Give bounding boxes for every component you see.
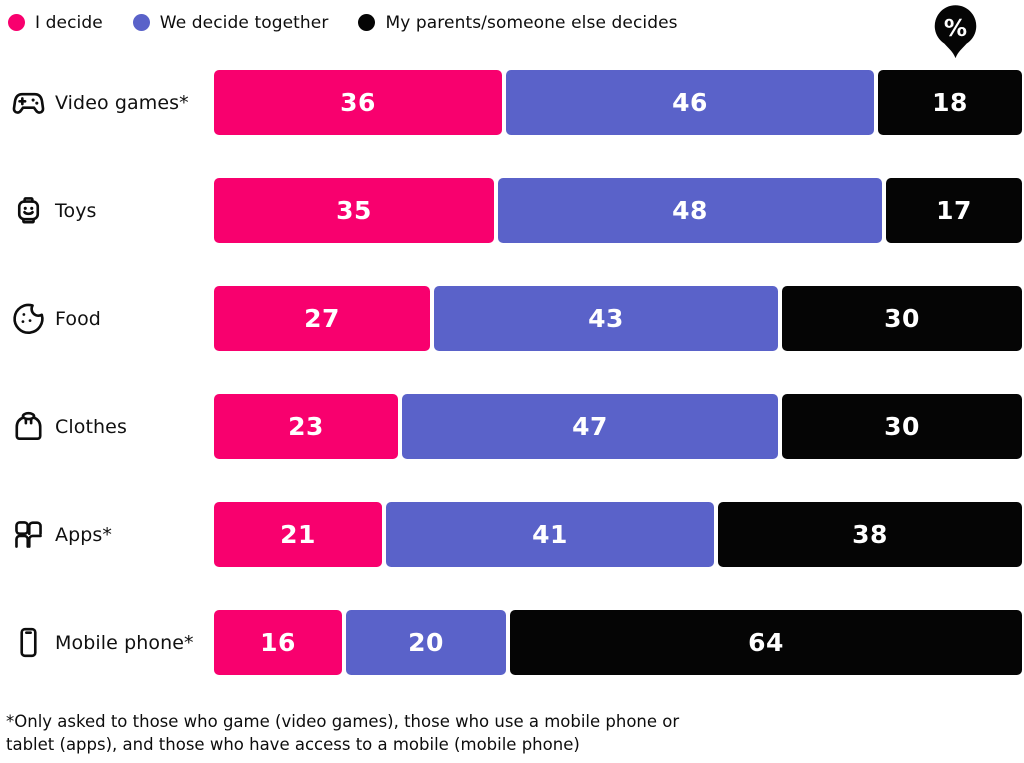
bar-segment-my-parents-someone-else-decides: 18 (878, 70, 1022, 135)
stacked-bar: 23 47 30 (214, 394, 1022, 459)
percent-pin-icon: % (934, 5, 977, 59)
bar-segment-i-decide: 23 (214, 394, 398, 459)
bar-value-label: 20 (408, 628, 444, 657)
legend-item-i-decide: I decide (8, 13, 103, 33)
bar-value-label: 38 (852, 520, 888, 549)
chart-row: Mobile phone* 16 20 64 (8, 610, 1022, 675)
bar-value-label: 17 (936, 196, 972, 225)
bar-value-label: 18 (932, 88, 968, 117)
bar-value-label: 47 (572, 412, 608, 441)
category-label: Apps* (55, 523, 113, 546)
category-label: Mobile phone* (55, 631, 194, 654)
chart-row: Toys 35 48 17 (8, 178, 1022, 243)
legend-label: My parents/someone else decides (385, 12, 678, 33)
bar-value-label: 23 (288, 412, 324, 441)
bar-value-label: 30 (884, 304, 920, 333)
bar-segment-we-decide-together: 46 (506, 70, 874, 135)
category-label: Video games* (55, 91, 189, 114)
bar-value-label: 35 (336, 196, 372, 225)
bar-value-label: 48 (672, 196, 708, 225)
bar-value-label: 36 (340, 88, 376, 117)
footnote: *Only asked to those who game (video gam… (6, 712, 680, 755)
stacked-bar: 21 41 38 (214, 502, 1022, 567)
game-controller-icon (8, 84, 48, 121)
bar-value-label: 27 (304, 304, 340, 333)
mobile-phone-icon (8, 624, 48, 661)
category-label: Clothes (55, 415, 127, 438)
bar-segment-we-decide-together: 47 (402, 394, 778, 459)
bar-value-label: 16 (260, 628, 296, 657)
chart-row: Food 27 43 30 (8, 286, 1022, 351)
legend-dot-pink (8, 14, 25, 31)
chart-row: Clothes 23 47 30 (8, 394, 1022, 459)
bar-segment-my-parents-someone-else-decides: 38 (718, 502, 1022, 567)
bar-segment-we-decide-together: 43 (434, 286, 778, 351)
bar-segment-i-decide: 21 (214, 502, 382, 567)
bar-segment-i-decide: 36 (214, 70, 502, 135)
legend-dot-purple (132, 14, 150, 31)
toy-figure-head-icon (8, 192, 48, 229)
bar-segment-i-decide: 35 (214, 178, 494, 243)
legend-dot-black (358, 14, 376, 31)
bar-value-label: 41 (532, 520, 568, 549)
chart-row: Apps* 21 41 38 (8, 502, 1022, 567)
apps-grid-icon (8, 516, 48, 553)
chart-row: Video games* 36 46 18 (8, 70, 1022, 135)
category-label: Food (55, 307, 101, 330)
stacked-bar: 27 43 30 (214, 286, 1022, 351)
bar-segment-we-decide-together: 41 (386, 502, 714, 567)
stacked-bar-chart: Video games* 36 46 18 Toys 35 48 17 Food 27 43 30… (8, 70, 1022, 675)
bar-segment-my-parents-someone-else-decides: 30 (782, 286, 1022, 351)
legend-item-we-decide-together: We decide together (132, 12, 329, 33)
bar-segment-my-parents-someone-else-decides: 64 (510, 610, 1022, 675)
bar-value-label: 64 (748, 628, 784, 657)
bar-segment-my-parents-someone-else-decides: 30 (782, 394, 1022, 459)
stacked-bar: 36 46 18 (214, 70, 1022, 135)
bar-segment-i-decide: 16 (214, 610, 342, 675)
bar-segment-i-decide: 27 (214, 286, 430, 351)
bar-segment-we-decide-together: 48 (498, 178, 882, 243)
bar-segment-we-decide-together: 20 (346, 610, 506, 675)
bar-value-label: 21 (280, 520, 316, 549)
category-label: Toys (55, 199, 97, 222)
legend-label: We decide together (159, 12, 329, 33)
legend: I decide We decide together My parents/s… (0, 0, 1024, 34)
bar-value-label: 43 (588, 304, 624, 333)
stacked-bar: 16 20 64 (214, 610, 1022, 675)
bar-segment-my-parents-someone-else-decides: 17 (886, 178, 1022, 243)
svg-text:%: % (944, 15, 967, 42)
legend-item-parents-decide: My parents/someone else decides (358, 12, 678, 33)
cookie-icon (8, 300, 48, 337)
legend-label: I decide (35, 12, 103, 33)
bar-value-label: 30 (884, 412, 920, 441)
bar-value-label: 46 (672, 88, 708, 117)
sweater-icon (8, 408, 48, 445)
stacked-bar: 35 48 17 (214, 178, 1022, 243)
